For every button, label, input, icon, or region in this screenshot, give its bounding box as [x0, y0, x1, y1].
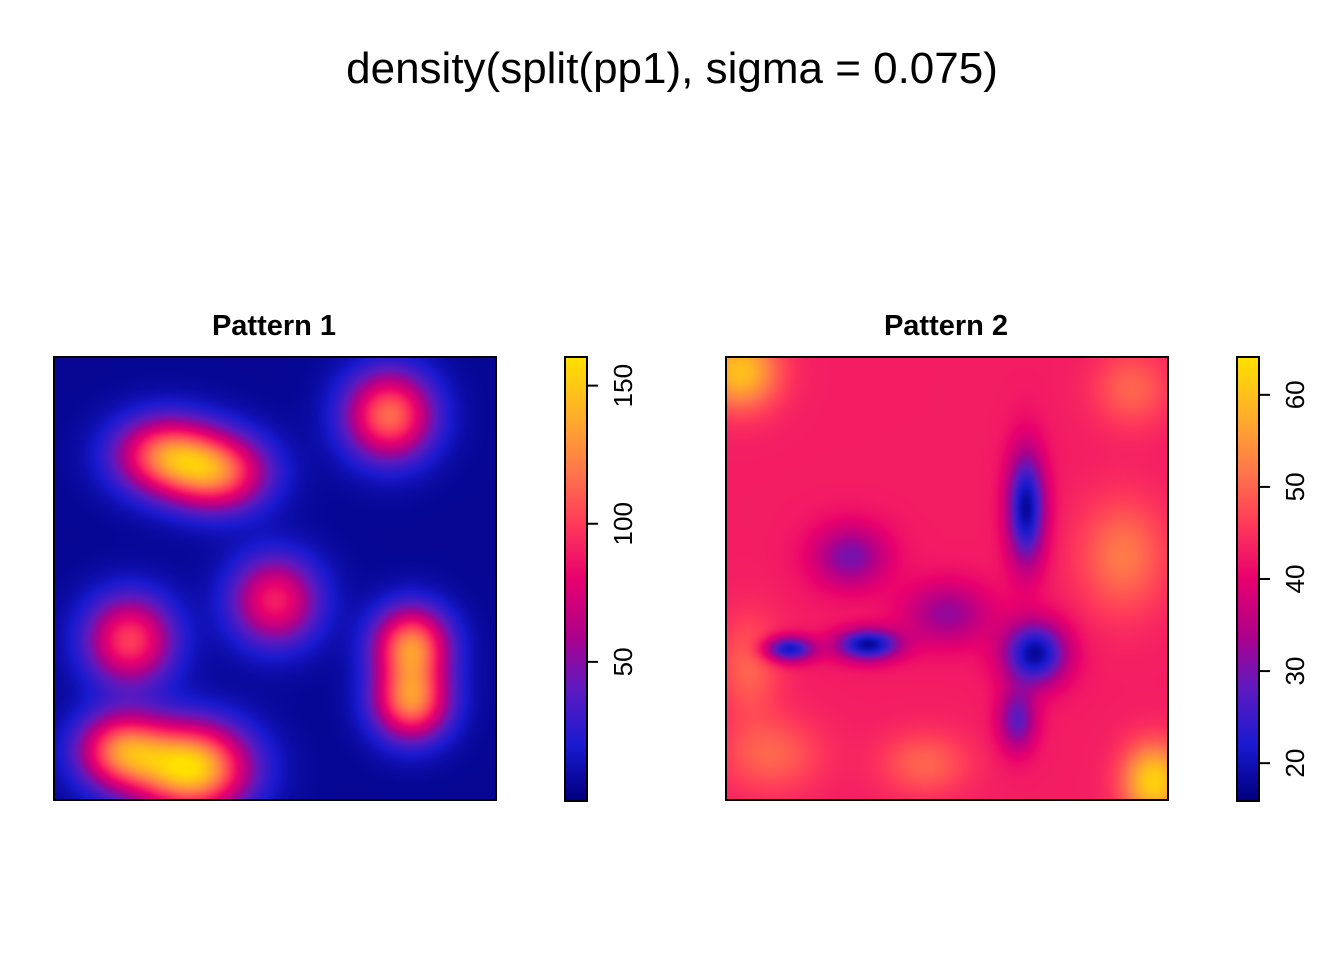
ribbon-2-tick-label: 40: [1280, 565, 1310, 594]
ribbon-2-tick-label: 50: [1280, 472, 1310, 501]
panel-1-color-ribbon: [564, 356, 588, 802]
panel-1-title: Pattern 1: [211, 310, 337, 342]
ribbon-2-tick-label: 30: [1280, 657, 1310, 686]
ribbon-2-tick-label: 20: [1280, 749, 1310, 778]
panel-2-density-image: [725, 356, 1169, 801]
ribbon-1-tick-label: 100: [608, 502, 638, 545]
panel-1-density-image: [53, 356, 497, 801]
panel-2-density-canvas: [727, 358, 1167, 799]
chart-title: density(split(pp1), sigma = 0.075): [346, 44, 998, 93]
panel-2-color-ribbon: [1236, 356, 1260, 802]
panel-2-title: Pattern 2: [883, 310, 1009, 342]
panel-1-density-canvas: [55, 358, 495, 799]
ribbon-2-tick-label: 60: [1280, 380, 1310, 409]
ribbon-1-tick-label: 50: [608, 647, 638, 676]
ribbon-1-tick-label: 150: [608, 364, 638, 407]
